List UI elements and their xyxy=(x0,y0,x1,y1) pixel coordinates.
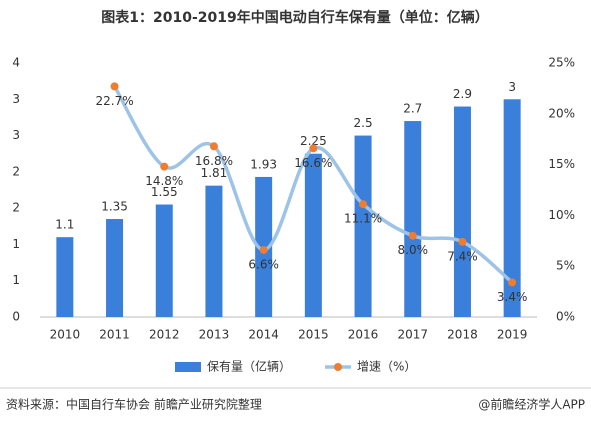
y-tick-label: 1 xyxy=(12,237,20,251)
bar-label: 1.35 xyxy=(101,200,128,214)
line xyxy=(113,85,514,284)
source: 资料来源：中国自行车协会 前瞻产业研究院整理 xyxy=(6,397,262,412)
marker xyxy=(110,82,119,91)
legend-swatch xyxy=(175,362,201,372)
marker xyxy=(408,231,417,240)
y2-tick-label: 5% xyxy=(556,259,575,273)
bar-label: 1.55 xyxy=(151,185,178,199)
line-label: 16.8% xyxy=(195,154,233,168)
bar-label: 2.25 xyxy=(300,134,327,148)
bar xyxy=(56,237,74,317)
legend-label: 保有量（亿辆） xyxy=(207,359,291,374)
x-tick-label: 2019 xyxy=(497,328,528,342)
x-tick-label: 2012 xyxy=(149,328,180,342)
bar xyxy=(155,204,173,317)
marker xyxy=(209,142,218,151)
y-tick-label: 3 xyxy=(12,128,20,142)
y2-tick-label: 25% xyxy=(548,56,575,70)
line-label: 14.8% xyxy=(145,174,183,188)
bar-label: 2.5 xyxy=(354,116,373,130)
x-tick-label: 2014 xyxy=(248,328,279,342)
y-tick-label: 3 xyxy=(12,92,20,106)
x-tick-label: 2017 xyxy=(397,328,428,342)
bar xyxy=(453,106,471,318)
bar-label: 2.7 xyxy=(403,102,422,116)
legend-marker xyxy=(334,363,342,371)
line-label: 6.6% xyxy=(248,257,279,271)
line-label: 22.7% xyxy=(95,94,133,108)
chart-title: 图表1：2010-2019年中国电动自行车保有量（单位：亿辆） xyxy=(101,9,488,26)
y-tick-label: 1 xyxy=(12,273,20,287)
x-tick-label: 2010 xyxy=(50,328,81,342)
bar xyxy=(503,99,521,318)
y2-tick-label: 20% xyxy=(548,106,575,120)
marker xyxy=(309,144,318,153)
marker xyxy=(160,162,169,171)
marker xyxy=(458,237,467,246)
y2-tick-label: 10% xyxy=(548,208,575,222)
bar xyxy=(106,219,124,317)
y2-tick-label: 15% xyxy=(548,157,575,171)
x-tick-label: 2015 xyxy=(298,328,329,342)
y2-tick-label: 0% xyxy=(556,310,575,324)
bar-label: 1.93 xyxy=(250,157,277,171)
legend-label: 增速（%） xyxy=(357,360,416,374)
marker xyxy=(359,200,368,209)
bar xyxy=(304,153,322,317)
line-label: 11.1% xyxy=(344,212,382,226)
bar-label: 1.81 xyxy=(201,166,228,180)
y-tick-label: 2 xyxy=(12,164,20,178)
marker xyxy=(259,245,268,254)
y-tick-label: 0 xyxy=(12,310,20,324)
bar-label: 3 xyxy=(508,80,516,94)
bar xyxy=(404,121,422,317)
line-label: 16.6% xyxy=(294,156,332,170)
line-label: 8.0% xyxy=(398,243,429,257)
line-label: 3.4% xyxy=(497,290,528,304)
credit: @前瞻经济学人APP xyxy=(478,397,585,412)
bar xyxy=(205,185,223,317)
y-tick-label: 2 xyxy=(12,201,20,215)
x-tick-label: 2011 xyxy=(99,328,130,342)
x-tick-label: 2018 xyxy=(447,328,478,342)
x-tick-label: 2013 xyxy=(199,328,230,342)
line-label: 7.4% xyxy=(447,249,478,263)
bar-label: 2.9 xyxy=(453,87,472,101)
bar-label: 1.1 xyxy=(55,218,74,232)
marker xyxy=(508,278,517,287)
y-tick-label: 4 xyxy=(12,56,20,70)
bar xyxy=(354,135,372,317)
x-tick-label: 2016 xyxy=(348,328,379,342)
